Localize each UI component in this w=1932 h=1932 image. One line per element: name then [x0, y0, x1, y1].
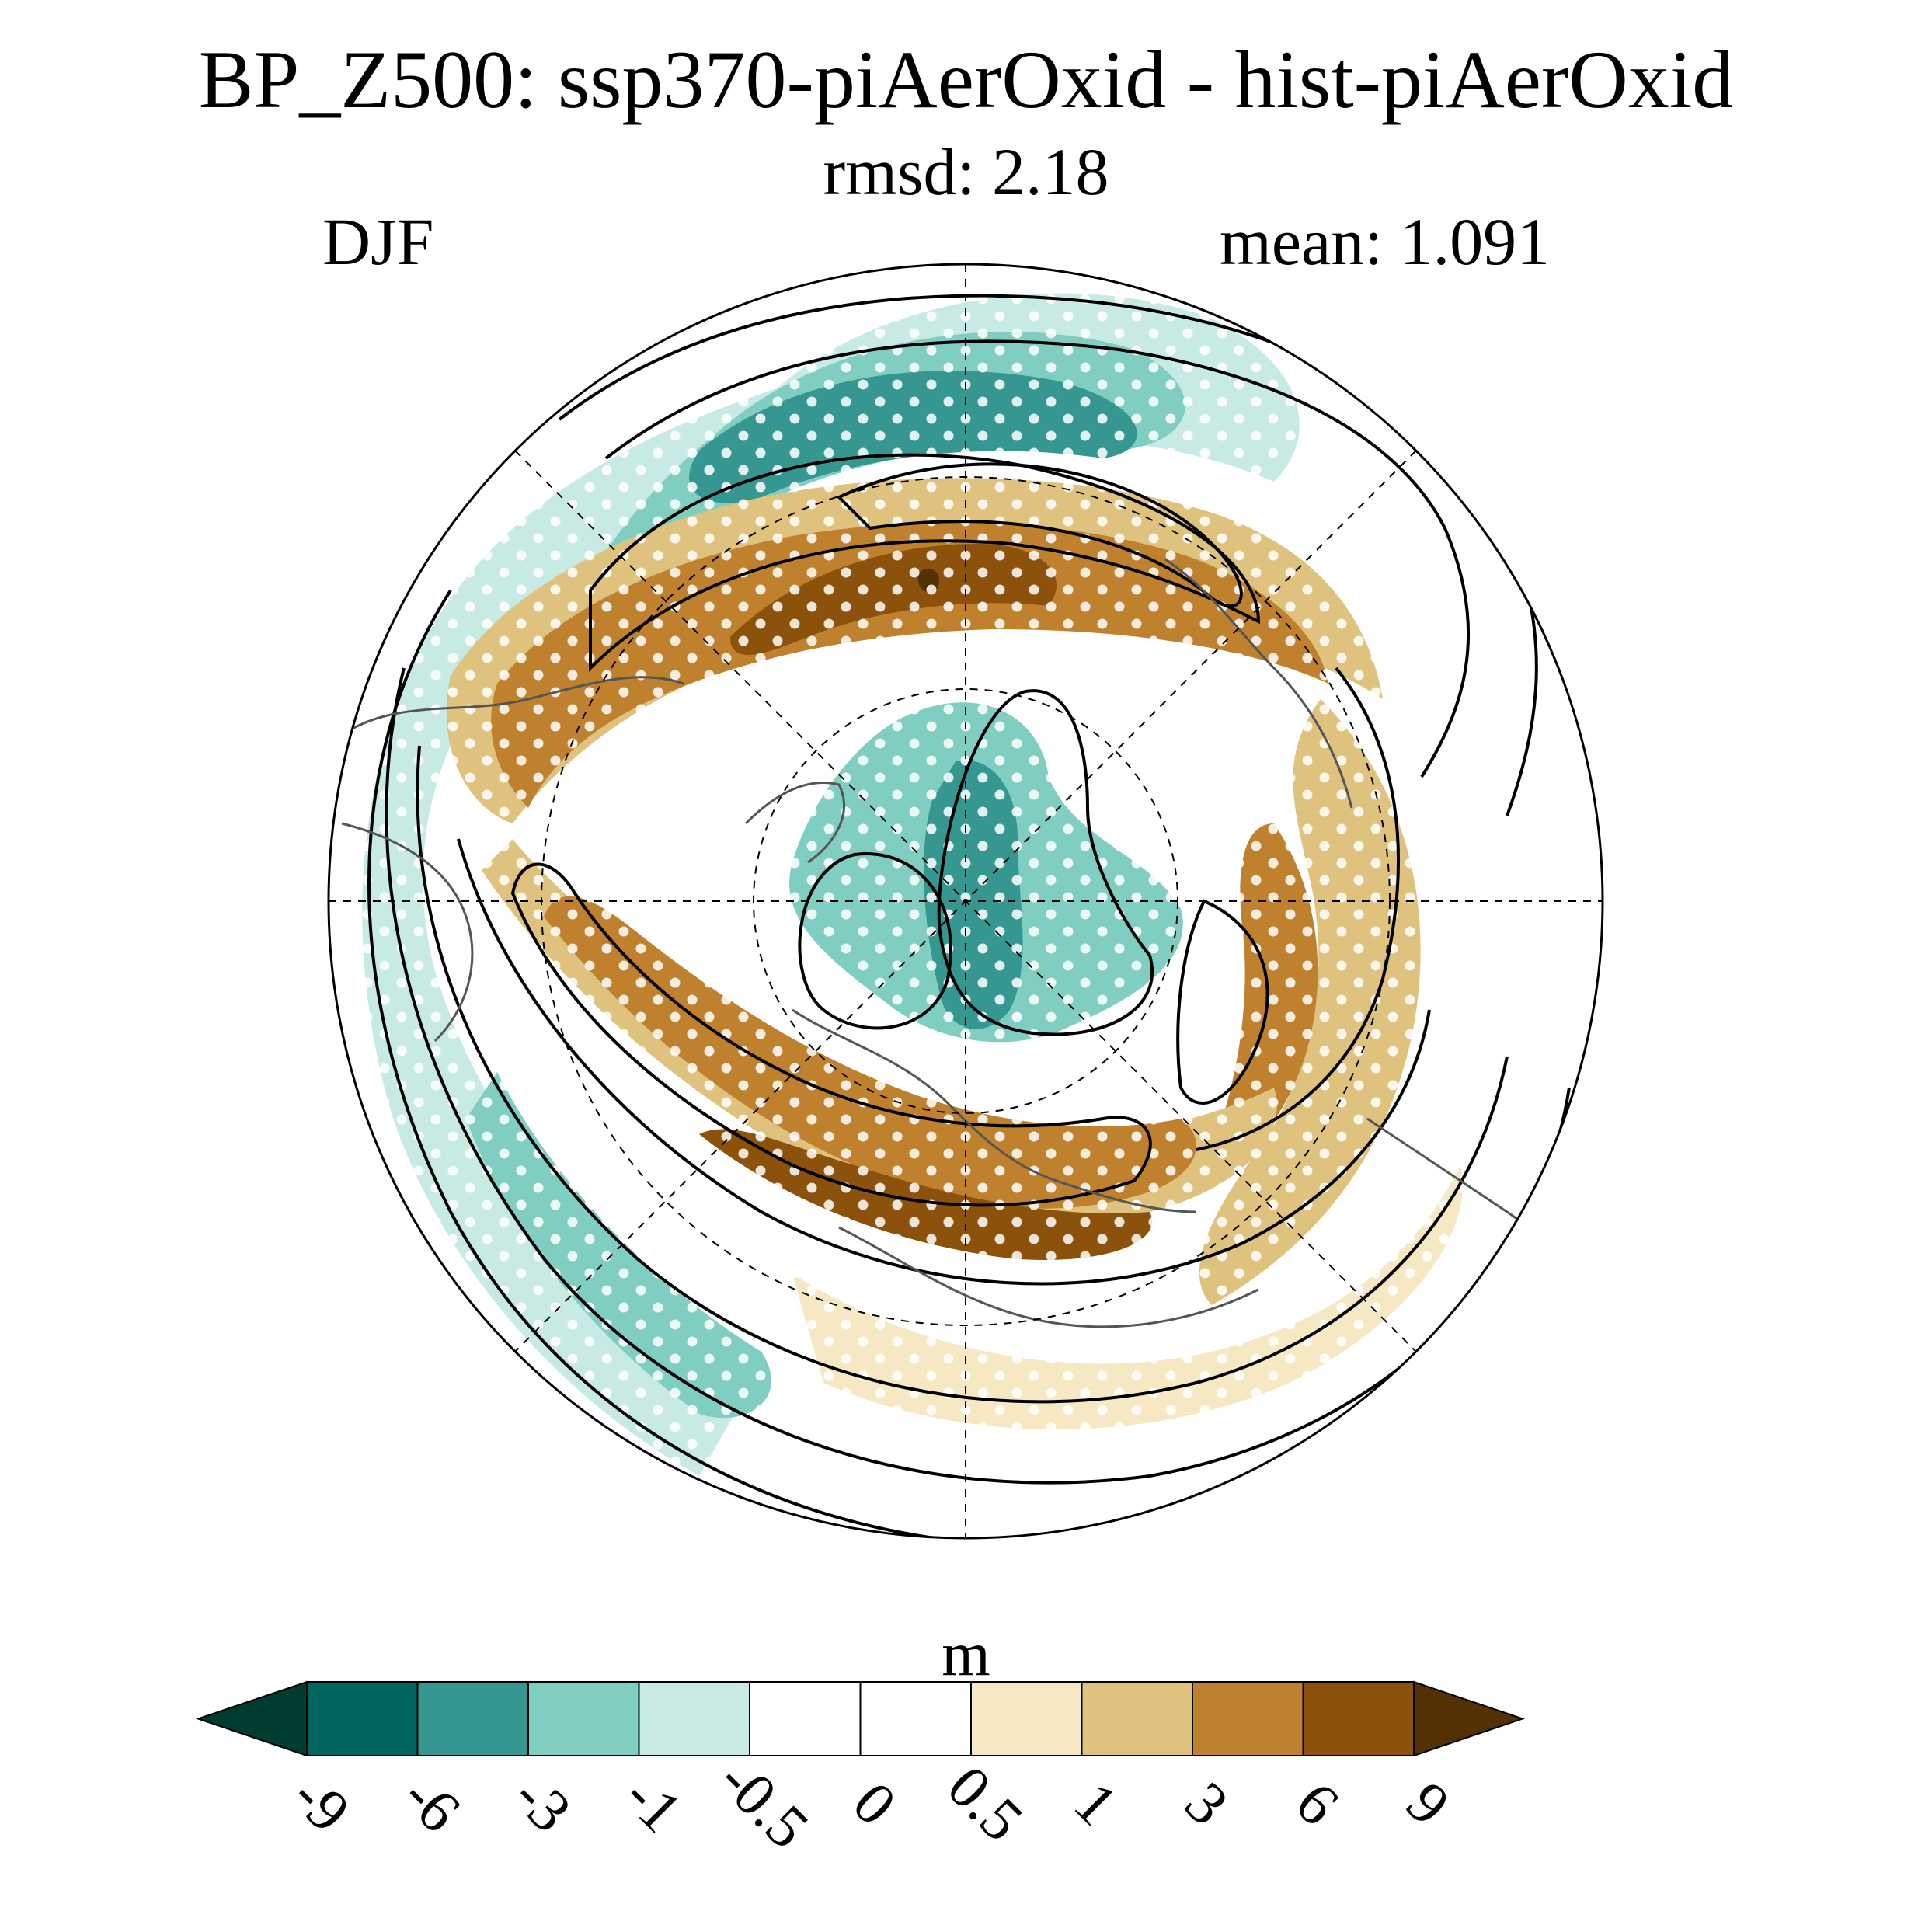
colorbar-tick-label: -6: [391, 1762, 474, 1845]
colorbar-tick-label: 0: [841, 1769, 910, 1838]
season-label: DJF: [322, 204, 434, 279]
colorbar-extend-high: [1413, 1680, 1526, 1757]
colorbar-units: m: [942, 1620, 990, 1689]
chart-title: BP_Z500: ssp370-piAerOxid - hist-piAerOx…: [198, 34, 1734, 125]
colorbar-box: [749, 1681, 862, 1756]
colorbar-boxes: [195, 1680, 1526, 1757]
colorbar-tick-label: 9: [1394, 1769, 1463, 1838]
colorbar-box: [1192, 1681, 1304, 1756]
colorbar-box: [1081, 1681, 1193, 1756]
colorbar-tick-label: -9: [280, 1762, 363, 1845]
mean-label: mean: 1.091: [1220, 204, 1551, 279]
colorbar-tick-label: -3: [501, 1762, 584, 1845]
colorbar-box: [527, 1681, 640, 1756]
colorbar-extend-low: [195, 1680, 308, 1757]
colorbar-box: [970, 1681, 1083, 1756]
map-border: [327, 263, 1604, 1540]
colorbar-box: [306, 1681, 419, 1756]
colorbar-tick-label: 6: [1283, 1769, 1352, 1838]
colorbar-tick-label: 1: [1062, 1769, 1131, 1838]
coastlines: [341, 558, 1602, 1337]
colorbar-box: [1302, 1681, 1415, 1756]
colorbar-tick-labels: -9 -6 -3 -1 -0.5 0 0.5 1 3 6 9: [280, 1746, 1463, 1861]
colorbar-box: [416, 1681, 529, 1756]
colorbar-tick-label: -0.5: [706, 1746, 822, 1861]
colorbar-tick-label: -1: [612, 1762, 695, 1845]
colorbar-tick-label: 3: [1172, 1769, 1241, 1838]
colorbar-tick-label: 0.5: [935, 1753, 1036, 1854]
colorbar-box: [638, 1681, 750, 1756]
colorbar-box: [859, 1681, 972, 1756]
chart-subtitle: rmsd: 2.18: [823, 134, 1109, 209]
gridlines: [329, 264, 1603, 1538]
